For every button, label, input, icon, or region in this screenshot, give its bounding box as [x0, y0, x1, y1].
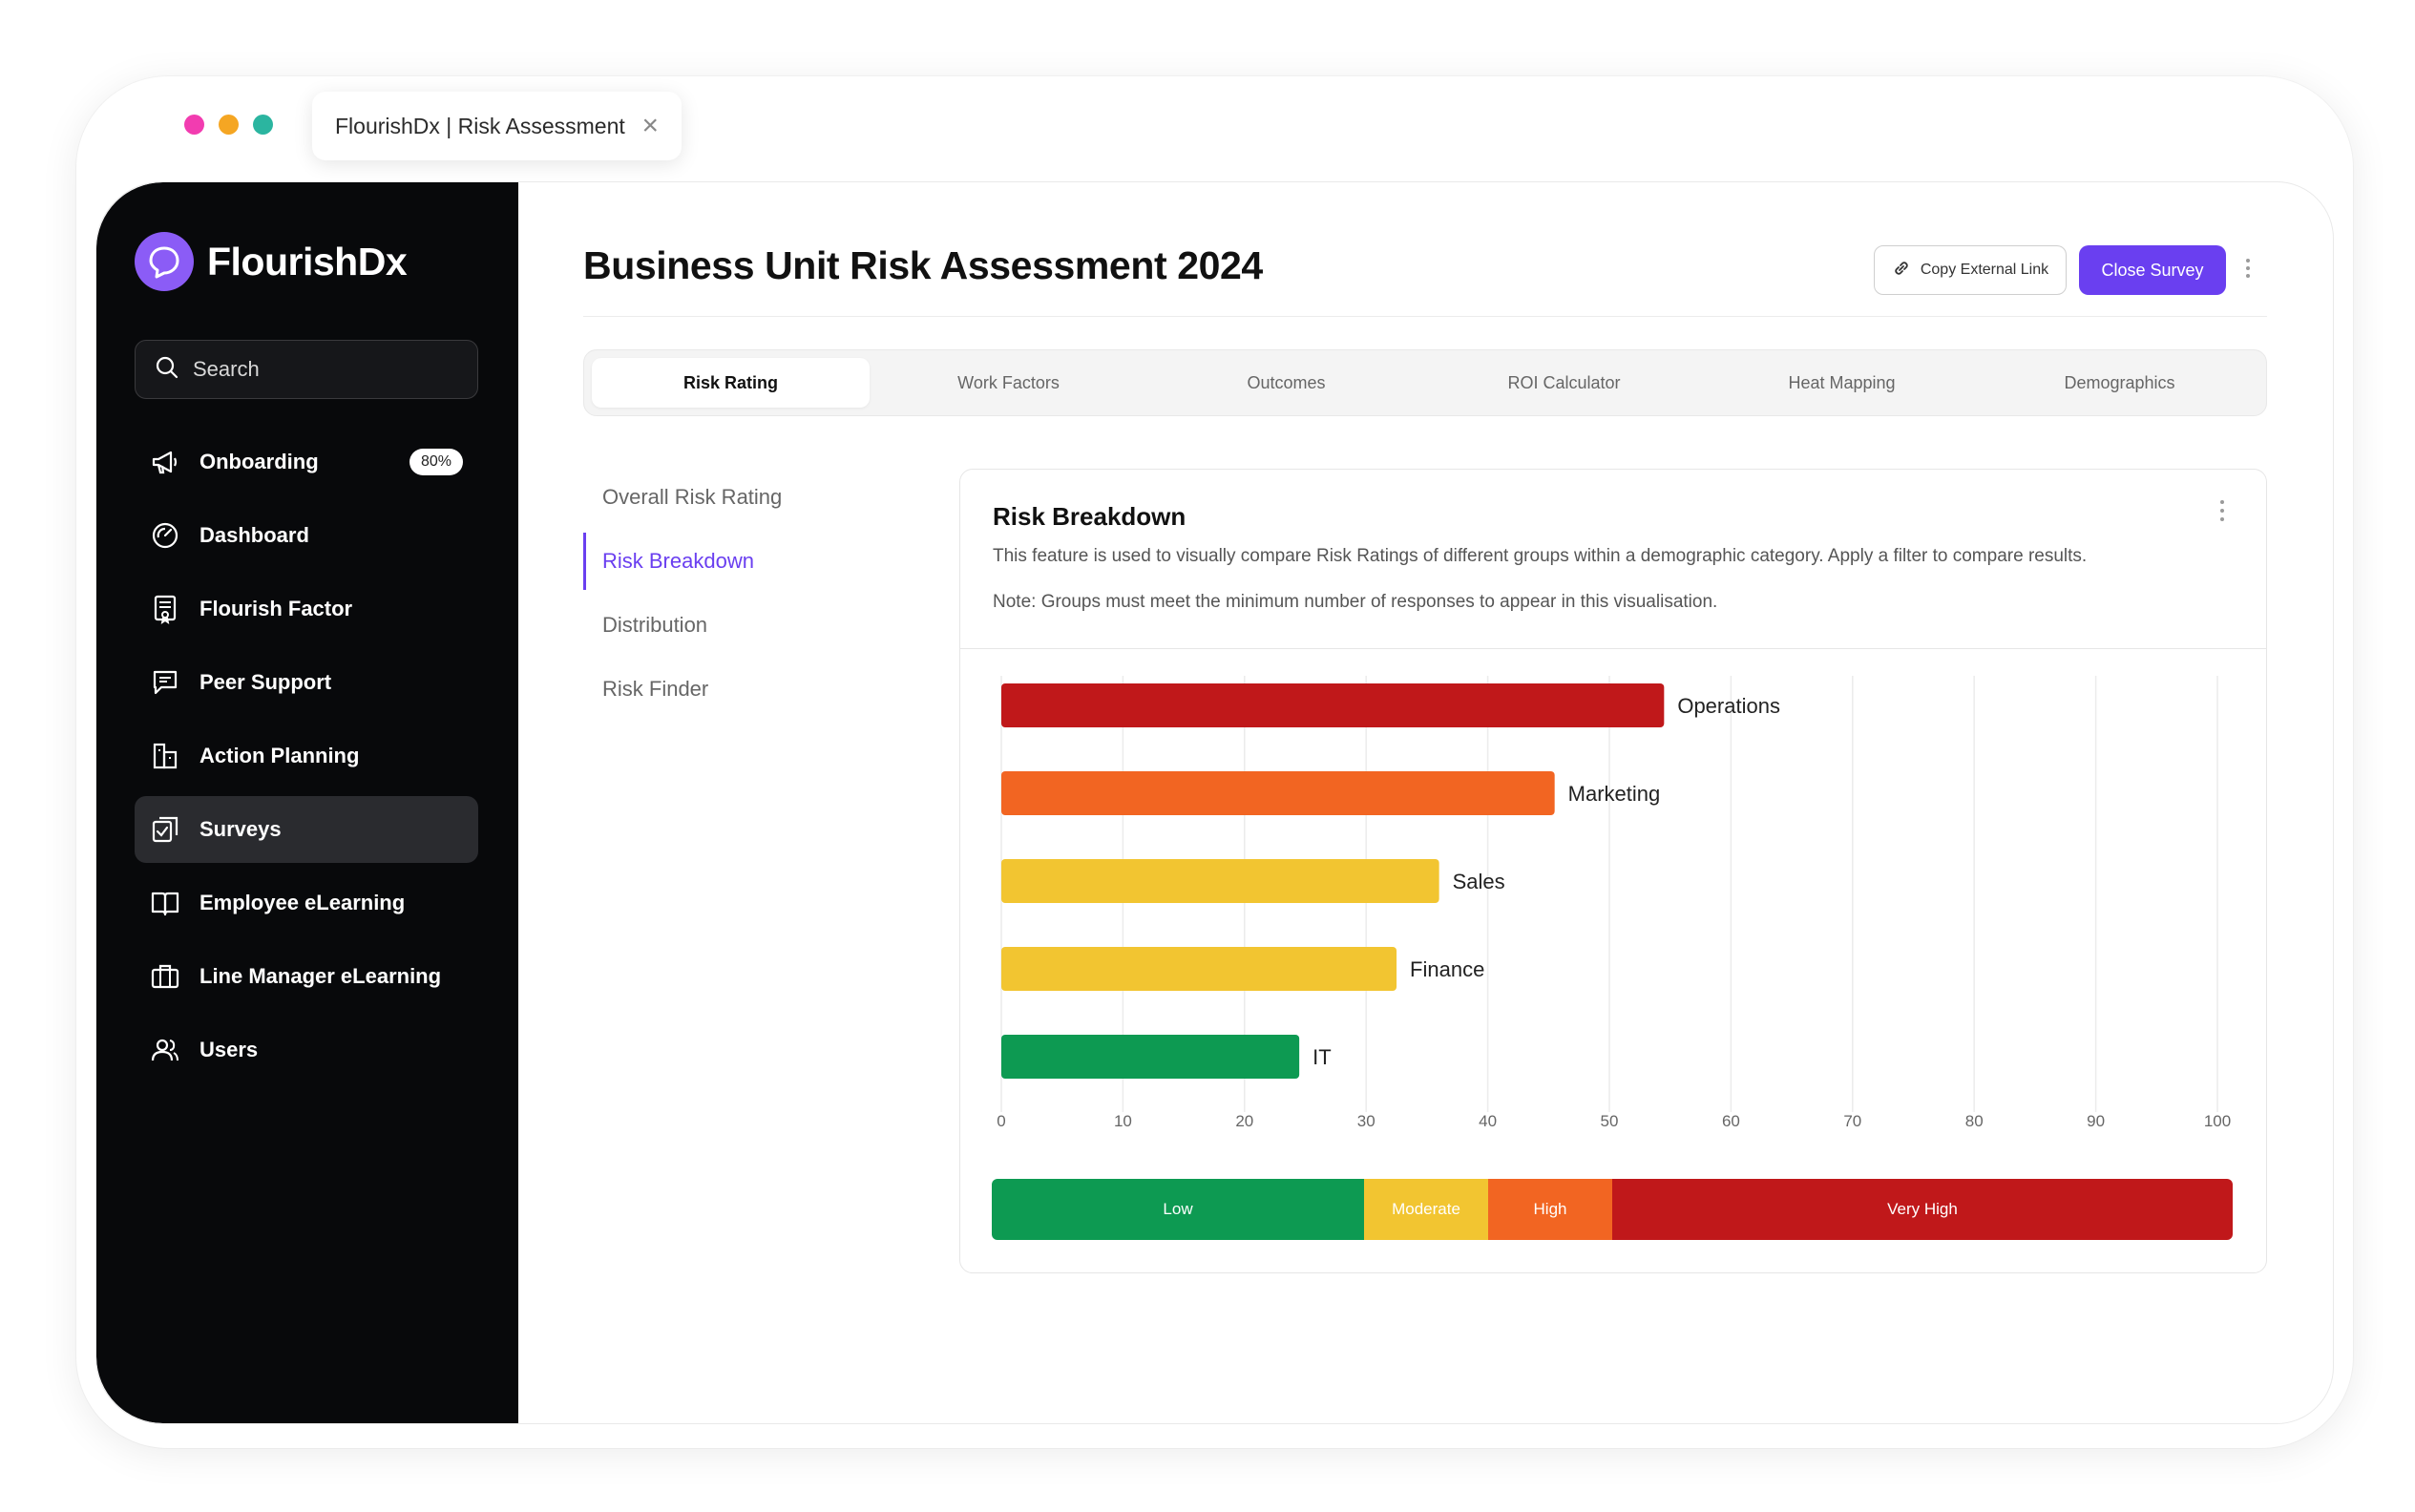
chat-icon	[150, 667, 180, 698]
close-window-dot[interactable]	[184, 115, 204, 135]
tab-heat-mapping[interactable]: Heat Mapping	[1788, 373, 1896, 392]
sidebar: FlourishDx Onboarding 80% Dashboard Flouris…	[96, 182, 518, 1423]
link-icon	[1892, 259, 1911, 283]
search-icon	[155, 355, 179, 385]
subnav-risk-breakdown[interactable]: Risk Breakdown	[583, 533, 870, 590]
sidebar-item-flourish-factor[interactable]: Flourish Factor	[135, 576, 478, 642]
maximize-window-dot[interactable]	[253, 115, 273, 135]
sidebar-item-label: Flourish Factor	[200, 597, 353, 620]
progress-badge: 80%	[409, 449, 463, 475]
brand-logo-icon	[135, 232, 194, 291]
legend-band-moderate: Moderate	[1364, 1179, 1488, 1240]
legend-band-low: Low	[992, 1179, 1364, 1240]
copy-external-link-label: Copy External Link	[1920, 262, 2049, 278]
sidebar-item-label: Line Manager eLearning	[200, 964, 442, 988]
bar-label: Finance	[1410, 957, 1484, 981]
report-tabs: Risk Rating Work Factors Outcomes ROI Calcu…	[583, 349, 2267, 416]
sidebar-item-line-manager-elearning[interactable]: Line Manager eLearning	[135, 943, 478, 1010]
sidebar-item-action-planning[interactable]: Action Planning	[135, 723, 478, 789]
x-tick-label: 50	[1601, 1112, 1619, 1130]
page-title: Business Unit Risk Assessment 2024	[583, 243, 1263, 287]
window-controls	[184, 115, 273, 135]
minimize-window-dot[interactable]	[219, 115, 239, 135]
brand-name: FlourishDx	[207, 239, 408, 284]
browser-tab[interactable]: FlourishDx | Risk Assessment ×	[312, 92, 682, 160]
section-subnav: Overall Risk Rating Risk Breakdown Distrib…	[583, 469, 870, 724]
x-tick-label: 10	[1114, 1112, 1132, 1130]
subnav-overall-risk-rating[interactable]: Overall Risk Rating	[602, 485, 783, 509]
tab-outcomes[interactable]: Outcomes	[1247, 373, 1326, 392]
brand[interactable]: FlourishDx	[135, 232, 408, 291]
megaphone-icon	[150, 447, 180, 477]
bar-label: Operations	[1677, 694, 1780, 718]
tab-demographics[interactable]: Demographics	[2064, 373, 2175, 392]
card-options-icon[interactable]	[2220, 500, 2224, 521]
close-survey-button[interactable]: Close Survey	[2079, 245, 2226, 295]
bar-label: IT	[1312, 1045, 1332, 1069]
bar-marketing[interactable]	[1001, 771, 1555, 815]
browser-tab-title: FlourishDx | Risk Assessment	[335, 113, 625, 138]
sidebar-item-label: Employee eLearning	[200, 891, 406, 914]
bar-label: Sales	[1453, 870, 1505, 893]
building-icon	[150, 741, 180, 771]
card-divider	[960, 648, 2266, 649]
sidebar-item-label: Action Planning	[200, 744, 360, 767]
close-icon[interactable]: ×	[641, 110, 659, 141]
sidebar-item-surveys[interactable]: Surveys	[135, 796, 478, 863]
bar-finance[interactable]	[1001, 947, 1397, 991]
sidebar-item-users[interactable]: Users	[135, 1017, 478, 1083]
search-input[interactable]	[193, 357, 441, 382]
bar-label: Marketing	[1568, 782, 1661, 806]
sidebar-item-employee-elearning[interactable]: Employee eLearning	[135, 870, 478, 936]
risk-breakdown-card: Risk Breakdown This feature is used to v…	[959, 469, 2267, 1273]
title-divider	[583, 316, 2267, 317]
sidebar-item-label: Surveys	[200, 817, 282, 841]
sidebar-nav: Onboarding 80% Dashboard Flourish Factor Pee…	[135, 429, 478, 1090]
x-tick-label: 40	[1479, 1112, 1497, 1130]
users-icon	[150, 1035, 180, 1065]
sidebar-item-dashboard[interactable]: Dashboard	[135, 502, 478, 569]
more-options-icon[interactable]	[2246, 259, 2250, 278]
sidebar-item-label: Onboarding	[200, 450, 319, 473]
card-note: Note: Groups must meet the minimum numbe…	[993, 592, 1718, 612]
bar-it[interactable]	[1001, 1035, 1300, 1079]
sidebar-item-onboarding[interactable]: Onboarding 80%	[135, 429, 478, 495]
tab-work-factors[interactable]: Work Factors	[957, 373, 1060, 392]
gauge-icon	[150, 520, 180, 551]
survey-check-icon	[150, 814, 180, 845]
tab-risk-rating[interactable]: Risk Rating	[592, 358, 870, 408]
x-tick-label: 80	[1965, 1112, 1984, 1130]
sidebar-item-peer-support[interactable]: Peer Support	[135, 649, 478, 716]
sidebar-item-label: Users	[200, 1038, 259, 1061]
copy-external-link-button[interactable]: Copy External Link	[1874, 245, 2067, 295]
app-window: FlourishDx Onboarding 80% Dashboard Flouris…	[95, 181, 2334, 1424]
x-tick-label: 100	[2204, 1112, 2231, 1130]
bar-operations[interactable]	[1001, 683, 1665, 727]
subnav-distribution[interactable]: Distribution	[602, 613, 708, 637]
x-tick-label: 90	[2087, 1112, 2105, 1130]
book-icon	[150, 888, 180, 918]
x-tick-label: 30	[1357, 1112, 1376, 1130]
x-tick-label: 70	[1843, 1112, 1861, 1130]
sidebar-item-label: Peer Support	[200, 670, 332, 694]
legend-band-high: High	[1488, 1179, 1612, 1240]
main-content: Business Unit Risk Assessment 2024 Copy …	[518, 182, 2333, 1423]
card-title: Risk Breakdown	[993, 502, 1186, 531]
sidebar-item-label: Dashboard	[200, 523, 309, 547]
risk-legend-bar: Low Moderate High Very High	[992, 1179, 2233, 1240]
tab-roi-calculator[interactable]: ROI Calculator	[1507, 373, 1621, 392]
risk-breakdown-chart: 0 10 20 30 40 50 60 70 80 90 100 Operations Marketin…	[997, 676, 2231, 1130]
certificate-icon	[150, 594, 180, 624]
search-box[interactable]	[135, 340, 478, 399]
subnav-risk-finder[interactable]: Risk Finder	[602, 677, 709, 701]
briefcase-icon	[150, 961, 180, 992]
bar-sales[interactable]	[1001, 859, 1439, 903]
x-tick-label: 0	[997, 1112, 1005, 1130]
x-tick-label: 20	[1235, 1112, 1253, 1130]
x-tick-label: 60	[1722, 1112, 1740, 1130]
card-description: This feature is used to visually compare…	[993, 546, 2088, 566]
legend-band-very-high: Very High	[1612, 1179, 2233, 1240]
